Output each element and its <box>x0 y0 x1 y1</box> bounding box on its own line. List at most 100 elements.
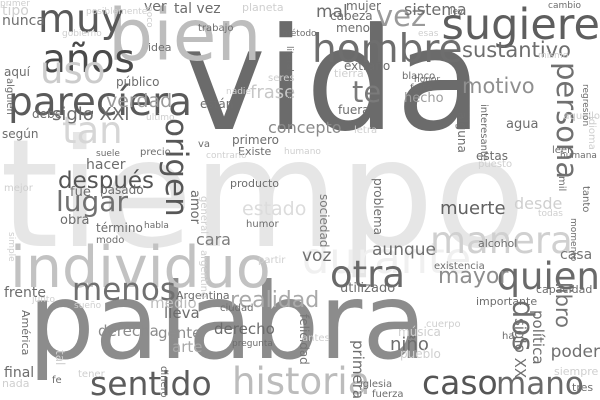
word-pueblo: pueblo <box>400 347 441 361</box>
word-palabra: palabra <box>28 261 427 383</box>
word-existencia: existencia <box>434 261 485 272</box>
word-partir: partir <box>258 255 286 266</box>
word-final: final <box>4 365 35 381</box>
word-tan: tan <box>62 109 123 152</box>
word-honor: honor <box>414 75 441 85</box>
word-bien: bien <box>108 0 262 77</box>
word-mujer: mujer <box>346 0 381 13</box>
word-general: general <box>198 196 209 235</box>
word-primer: primer <box>0 0 30 9</box>
word-fue: fue <box>70 185 91 200</box>
word-pareciera: parecíera <box>8 80 193 125</box>
word-todas: todas <box>538 209 563 219</box>
word-pregunta: pregunta <box>232 339 273 349</box>
word-quien: quien <box>496 255 600 298</box>
word-frente: frente <box>4 285 46 301</box>
word-tres: tres <box>572 381 594 394</box>
word-hombre: hombre <box>312 27 463 72</box>
word-politica: política <box>529 310 547 365</box>
word-motivo: motivo <box>462 74 535 98</box>
word-manera: manera <box>430 219 573 262</box>
word-casa: casa <box>560 247 593 263</box>
word-humor: humor <box>246 219 279 230</box>
word-alcohol: alcohol <box>478 237 518 250</box>
word-nunca: nunca <box>2 13 45 29</box>
word-arte: arte <box>172 338 203 356</box>
word-derecha: derecha <box>98 322 159 340</box>
word-pasado: pasado <box>100 183 144 197</box>
word-mayor: mayor <box>438 264 509 289</box>
word-ver: ver <box>144 0 167 15</box>
word-capacidad: capacidad <box>536 283 593 296</box>
word-regresion: regresión <box>580 84 590 127</box>
word-simple: simple <box>6 232 16 262</box>
word-tiempo: tiempo <box>0 108 526 282</box>
word-cabeza: cabeza <box>330 9 373 23</box>
word-uso: uso <box>40 49 106 92</box>
word-debe: debe <box>32 107 62 121</box>
word-posiblemente: posiblemente <box>86 7 148 17</box>
word-sugiere: sugiere <box>441 0 600 50</box>
word-musica: música <box>398 325 441 339</box>
word-sueno: sueño <box>74 301 102 311</box>
word-concepto: concepto <box>268 118 342 137</box>
word-argentina: Argentina <box>176 289 230 302</box>
word-siglo-xxi: siglo XXI <box>52 104 130 125</box>
word-puesto: puesto <box>478 159 513 170</box>
word-problema: problema <box>371 178 385 236</box>
word-gobierno: gobierno <box>62 29 102 39</box>
word-tanto: tanto <box>580 186 591 213</box>
word-suele: suele <box>96 149 120 159</box>
word-sociedad: sociedad <box>317 194 331 248</box>
word-poco: poco <box>144 6 154 28</box>
word-habla: habla <box>144 221 169 231</box>
word-mal: mal <box>316 2 348 22</box>
word-america: América <box>19 310 32 356</box>
word-seres: seres <box>268 73 295 84</box>
word-tal: tal <box>53 350 67 366</box>
word-fe: fe <box>52 375 62 386</box>
word-frase: frase <box>250 82 296 103</box>
word-contrario: contrario <box>206 151 247 161</box>
word-ley: ley <box>450 7 464 17</box>
word-letra: letra <box>354 125 378 136</box>
word-alguna: alguna <box>455 112 469 153</box>
word-realidad: realidad <box>230 288 320 313</box>
word-historia: historia <box>232 360 371 400</box>
word-lleva: lleva <box>164 304 200 322</box>
word-desde: desde <box>514 194 563 213</box>
word-nino: niño <box>390 334 429 355</box>
word-otra: otra <box>330 253 406 296</box>
word-despues: después <box>58 168 155 194</box>
word-anos: años <box>42 37 135 82</box>
word-caso: caso <box>422 363 498 400</box>
word-tal-vez: tal vez <box>174 1 221 17</box>
word-menor: menor <box>336 21 375 35</box>
word-junto: junto <box>32 295 55 305</box>
word-termino: término <box>96 221 143 235</box>
word-ciudad: ciudad <box>220 303 254 314</box>
word-medio: medio <box>150 294 197 312</box>
word-siempre: siempre <box>554 365 599 378</box>
word-te: te <box>352 75 382 109</box>
word-planeta: planeta <box>242 1 284 14</box>
word-producto: producto <box>230 177 280 190</box>
word-vida: vida <box>182 0 483 163</box>
word-modo: modo <box>96 235 125 246</box>
word-mismo: mismo <box>538 51 569 61</box>
word-publico: público <box>116 75 160 89</box>
word-utilizado: utilizado <box>340 281 396 296</box>
word-hecho: hecho <box>404 91 444 106</box>
word-siglo-xx: siglo XX <box>511 318 529 379</box>
word-ha: ha <box>502 331 515 342</box>
word-sustantivo: sustantivo <box>462 38 571 62</box>
word-estado: estado <box>242 198 307 220</box>
word-humana: humana <box>560 151 597 161</box>
word-cambio: cambio <box>548 1 581 11</box>
word-verdad: verdad <box>106 90 173 112</box>
word-leer: leer <box>552 145 572 156</box>
word-vez: vez <box>376 0 427 33</box>
word-trabajo: trabajo <box>198 23 234 34</box>
word-momento: momento <box>568 218 578 262</box>
word-tierra: tierra <box>334 67 364 80</box>
